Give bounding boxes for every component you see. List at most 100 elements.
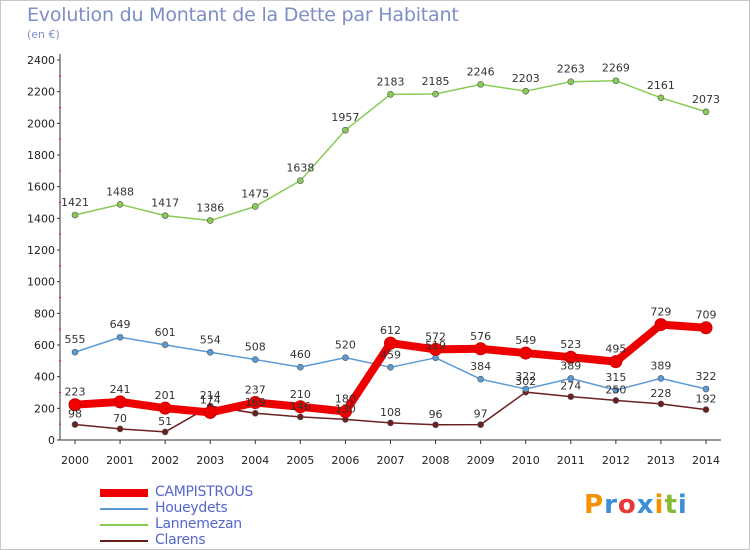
- data-point-clarens: [251, 409, 259, 417]
- data-label-lannemezan: 2246: [467, 65, 495, 78]
- data-point-campistrous: [248, 395, 262, 409]
- legend-swatch: [100, 508, 148, 510]
- data-label-campistrous: 174: [200, 393, 221, 406]
- data-label-houeydets: 322: [696, 370, 717, 383]
- data-point-campistrous: [429, 342, 443, 356]
- data-point-clarens: [161, 428, 169, 436]
- data-point-campistrous: [293, 400, 307, 414]
- y-tick-label: 400: [34, 371, 55, 384]
- legend-label: CAMPISTROUS: [155, 484, 254, 500]
- logo-letter: t: [664, 490, 678, 520]
- data-point-houeydets: [567, 375, 575, 382]
- data-point-houeydets: [116, 333, 124, 341]
- data-point-campistrous: [203, 405, 217, 419]
- x-tick-label: 2003: [196, 454, 224, 467]
- data-label-houeydets: 554: [200, 333, 221, 346]
- data-labels: 223 241 201 174 237 210 180 612 572 576 549 523 495 7…: [61, 62, 720, 428]
- data-point-lannemezan: [702, 108, 710, 116]
- data-point-lannemezan: [206, 217, 214, 224]
- logo-letter: r: [604, 490, 618, 520]
- data-point-clarens: [71, 421, 79, 428]
- data-point-lannemezan: [432, 90, 439, 98]
- y-tick-label: 800: [34, 307, 55, 320]
- data-point-houeydets: [657, 375, 665, 382]
- data-label-lannemezan: 1386: [196, 202, 224, 215]
- y-tick-label: 2400: [27, 54, 55, 67]
- x-tick-label: 2012: [602, 454, 630, 467]
- data-point-campistrous: [609, 355, 623, 369]
- data-point-houeydets: [477, 375, 484, 383]
- data-point-lannemezan: [477, 81, 484, 88]
- proxiti-logo: Proxiti: [584, 490, 688, 520]
- data-label-lannemezan: 2185: [422, 75, 450, 88]
- data-point-campistrous: [564, 350, 578, 364]
- logo-letter: x: [636, 490, 655, 520]
- data-label-houeydets: 384: [470, 360, 491, 373]
- data-label-clarens: 302: [515, 375, 536, 388]
- data-point-clarens: [432, 421, 439, 429]
- data-point-clarens: [567, 393, 575, 400]
- data-label-houeydets: 315: [605, 371, 626, 384]
- data-point-lannemezan: [387, 91, 394, 98]
- x-tick-label: 2006: [331, 454, 359, 467]
- data-point-houeydets: [206, 348, 214, 356]
- data-point-houeydets: [161, 341, 169, 349]
- logo-letter: P: [584, 490, 605, 520]
- data-point-lannemezan: [522, 87, 530, 95]
- data-label-houeydets: 389: [650, 359, 671, 372]
- data-label-houeydets: 459: [380, 348, 401, 361]
- y-tick-label: 0: [48, 434, 55, 447]
- x-tick-label: 2007: [377, 454, 405, 467]
- data-label-campistrous: 223: [65, 386, 86, 399]
- y-tick-label: 1400: [27, 212, 55, 225]
- data-label-lannemezan: 2073: [692, 93, 720, 106]
- data-point-campistrous: [654, 318, 668, 332]
- data-label-campistrous: 549: [515, 334, 536, 347]
- data-point-clarens: [297, 413, 304, 421]
- data-label-clarens: 146: [290, 400, 311, 413]
- data-label-houeydets: 649: [110, 318, 131, 331]
- data-label-campistrous: 201: [155, 389, 176, 402]
- data-point-lannemezan: [297, 177, 304, 184]
- data-label-clarens: 274: [560, 380, 581, 393]
- data-label-lannemezan: 1488: [106, 185, 134, 198]
- data-label-clarens: 228: [650, 387, 671, 400]
- data-label-campistrous: 210: [290, 388, 311, 401]
- data-point-lannemezan: [251, 203, 259, 210]
- data-label-campistrous: 576: [470, 330, 491, 343]
- y-tick-label: 200: [34, 402, 55, 415]
- data-label-clarens: 70: [113, 412, 127, 425]
- legend-label: Houeydets: [155, 500, 228, 516]
- data-label-campistrous: 495: [605, 343, 626, 356]
- data-point-lannemezan: [116, 201, 124, 208]
- data-point-campistrous: [474, 342, 488, 356]
- data-label-lannemezan: 1957: [331, 111, 359, 124]
- data-label-campistrous: 729: [650, 306, 671, 319]
- chart-title: Evolution du Montant de la Dette par Hab…: [27, 4, 459, 26]
- data-label-campistrous: 523: [560, 338, 581, 351]
- logo-letter: o: [617, 490, 637, 520]
- data-point-lannemezan: [71, 211, 79, 219]
- data-label-lannemezan: 1421: [61, 196, 89, 209]
- data-point-campistrous: [338, 405, 352, 418]
- data-point-houeydets: [522, 385, 530, 393]
- data-point-clarens: [116, 425, 124, 433]
- y-tick-label: 2200: [27, 86, 55, 99]
- y-tick-label: 1600: [27, 181, 55, 194]
- data-label-houeydets: 601: [155, 326, 176, 339]
- data-label-campistrous: 709: [696, 309, 717, 322]
- data-label-clarens: 130: [335, 402, 356, 415]
- data-label-clarens: 108: [380, 406, 401, 419]
- legend-swatch: [100, 489, 148, 497]
- data-point-lannemezan: [657, 94, 665, 102]
- y-tick-label: 600: [34, 339, 55, 352]
- legend-swatch: [100, 540, 148, 542]
- y-tick-label: 2000: [27, 117, 55, 130]
- data-label-houeydets: 520: [335, 339, 356, 352]
- data-label-lannemezan: 2203: [512, 72, 540, 85]
- data-label-clarens: 51: [158, 415, 172, 428]
- x-tick-label: 2000: [61, 454, 89, 467]
- legend-label: Lannemezan: [155, 516, 242, 532]
